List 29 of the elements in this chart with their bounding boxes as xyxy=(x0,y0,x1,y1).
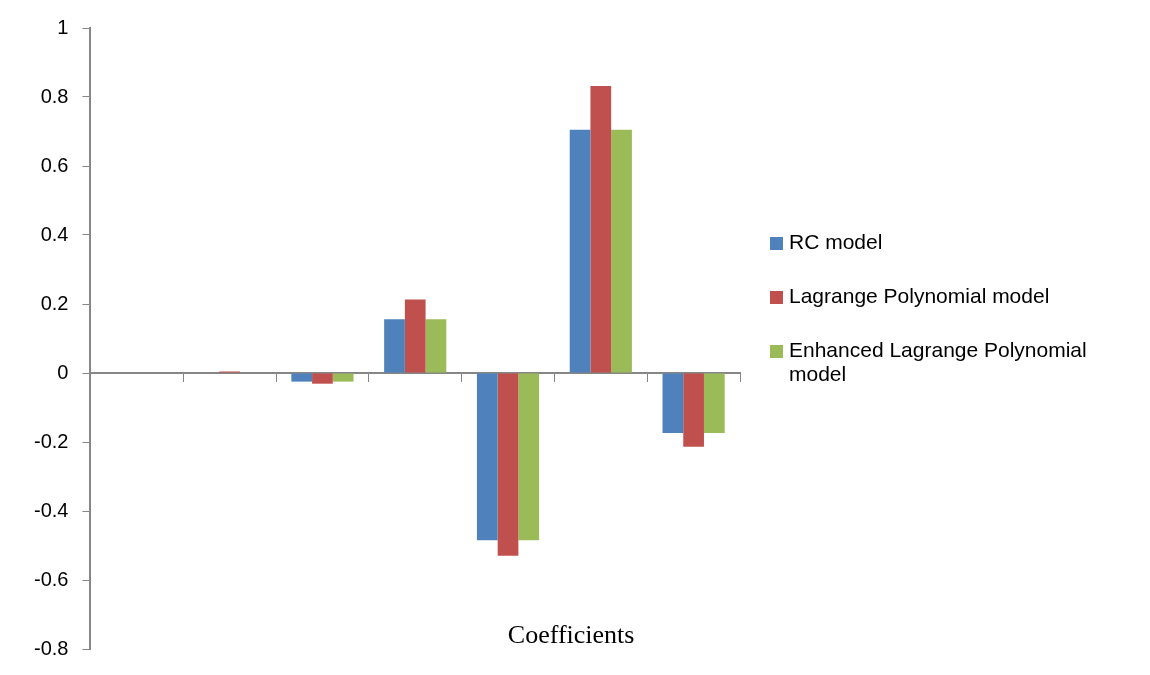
y-tick-label: 0.2 xyxy=(40,291,69,314)
bar xyxy=(476,373,498,541)
bar xyxy=(425,319,447,373)
bar xyxy=(683,373,704,447)
y-tick-label: -0.6 xyxy=(33,567,69,590)
y-tick-label: 0 xyxy=(57,360,69,383)
y-tick-label: -0.8 xyxy=(33,636,69,659)
bar xyxy=(497,373,519,556)
bar xyxy=(312,373,333,384)
bar xyxy=(404,299,426,373)
y-tick-label: 0.6 xyxy=(40,153,69,176)
bar xyxy=(569,129,591,373)
bar xyxy=(662,373,684,434)
bar xyxy=(703,373,725,434)
x-axis-title: Coefficients xyxy=(507,620,635,649)
bar xyxy=(384,319,405,373)
legend-label: Lagrange Polynomial model xyxy=(789,284,1050,308)
y-tick-label: 1 xyxy=(57,15,69,38)
legend-label: RC model xyxy=(789,230,883,254)
bar xyxy=(518,373,540,541)
bar xyxy=(332,373,354,382)
bar xyxy=(590,85,612,373)
y-tick-label: 0.8 xyxy=(40,84,69,107)
bar xyxy=(291,373,313,382)
y-tick-label: 0.4 xyxy=(40,222,69,245)
y-tick-label: -0.4 xyxy=(33,498,69,521)
bar xyxy=(611,129,632,373)
legend-label: Enhanced Lagrange Polynomial model xyxy=(789,338,1088,386)
y-tick-label: -0.2 xyxy=(33,429,69,452)
